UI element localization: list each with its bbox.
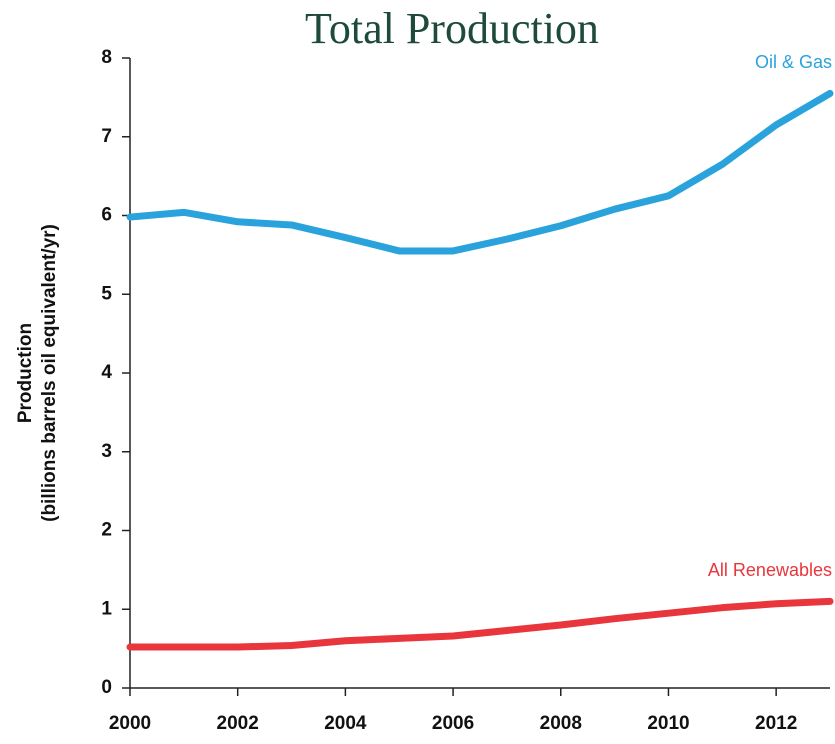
x-tick-label: 2004 — [324, 713, 367, 734]
series-line — [126, 89, 834, 255]
series-label: All Renewables — [708, 560, 832, 580]
y-tick-label: 2 — [101, 520, 112, 541]
y-tick-label: 0 — [101, 677, 112, 698]
y-tick-label: 1 — [101, 598, 112, 619]
chart-title: Total Production — [305, 4, 599, 53]
x-tick-label: 2002 — [217, 713, 259, 734]
y-axis-label: (billions barrels oil equivalent/yr) — [39, 224, 60, 522]
x-tick-label: 2012 — [755, 713, 797, 734]
y-axis-label: Production — [15, 323, 36, 423]
x-tick-label: 2010 — [647, 713, 689, 734]
y-tick-label: 5 — [101, 283, 112, 304]
y-tick-label: 7 — [101, 126, 112, 147]
x-tick-label: 2000 — [109, 713, 151, 734]
x-tick-label: 2008 — [540, 713, 582, 734]
series-line — [126, 597, 834, 651]
y-tick-label: 3 — [101, 441, 112, 462]
y-tick-label: 8 — [101, 47, 112, 68]
y-tick-label: 6 — [101, 205, 112, 226]
x-tick-label: 2006 — [432, 713, 474, 734]
series-label: Oil & Gas — [755, 52, 832, 72]
y-tick-label: 4 — [101, 362, 112, 383]
